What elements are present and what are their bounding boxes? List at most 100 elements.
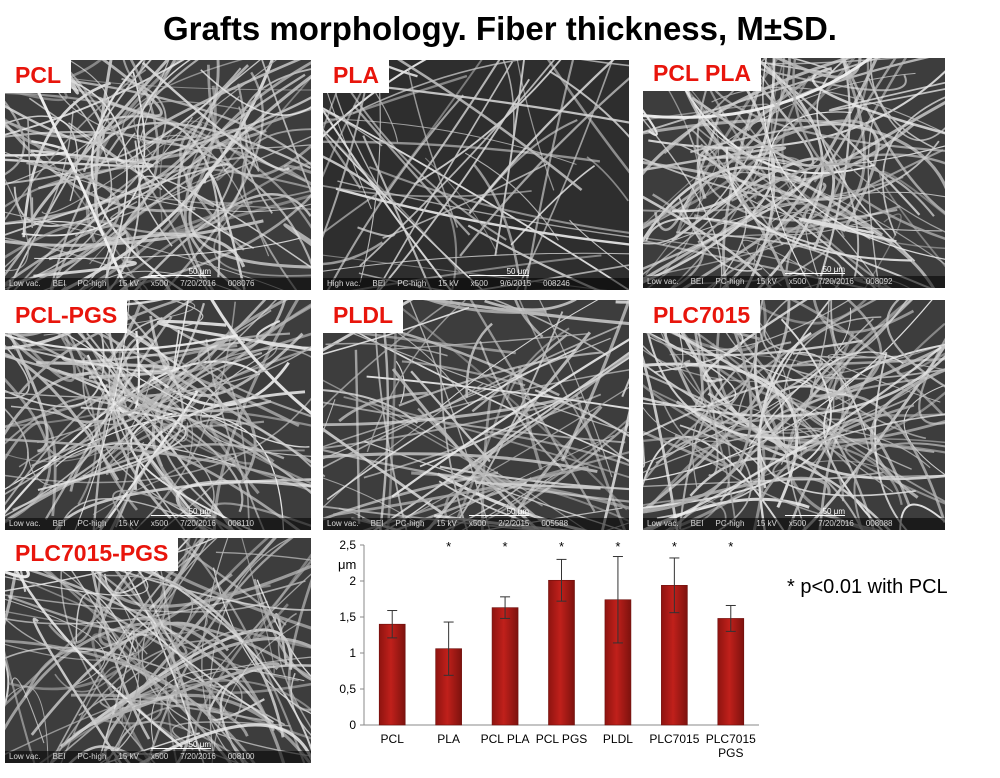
bar-pcl bbox=[378, 623, 406, 726]
scale-bar: 50 μm bbox=[785, 507, 845, 516]
x-tick-label: PCL PLA bbox=[481, 732, 530, 746]
sem-info-item: 15 kV bbox=[438, 279, 459, 288]
figure-title: Grafts morphology. Fiber thickness, M±SD… bbox=[163, 10, 837, 47]
sem-info-item: BEI bbox=[52, 752, 66, 761]
sem-info-item: PC-high bbox=[77, 279, 107, 288]
x-tick-label: PGS bbox=[718, 746, 743, 760]
sem-info-item: x500 bbox=[470, 279, 488, 288]
panel-label: PCL-PGS bbox=[5, 300, 128, 333]
bar-plc7015-pgs bbox=[717, 618, 745, 726]
sem-info-item: PC-high bbox=[395, 519, 425, 528]
significance-note: * p<0.01 with PCL bbox=[787, 576, 948, 598]
sem-info-item: 008092 bbox=[865, 277, 893, 286]
sem-info-item: Low vac. bbox=[9, 752, 41, 761]
sem-info-item: 008076 bbox=[227, 279, 255, 288]
sem-info-bar: Low vac. BEI PC-high 15 kV x500 2/2/2015 00558… bbox=[323, 518, 629, 530]
scale-bar: 50 μm bbox=[151, 740, 211, 749]
sem-info-item: 008110 bbox=[227, 519, 254, 528]
panel-label: PLDL bbox=[323, 300, 404, 333]
sem-panel-pcl-pla: PCL PLA 50 μm Low vac. BEI PC-high 15 kV x500 7… bbox=[643, 58, 945, 288]
sem-info-item: Low vac. bbox=[9, 519, 41, 528]
sem-info-item: Low vac. bbox=[647, 519, 679, 528]
sem-info-item: x500 bbox=[468, 519, 487, 528]
panel-label: PLC7015-PGS bbox=[5, 538, 179, 571]
sem-info-item: 008246 bbox=[543, 279, 570, 288]
fiber-image bbox=[5, 300, 311, 530]
sem-info-bar: Low vac. BEI PC-high 15 kV x500 7/20/2016 0080… bbox=[5, 278, 311, 290]
x-tick-label: PCL bbox=[381, 732, 405, 746]
sem-info-item: Low vac. bbox=[9, 279, 41, 288]
x-tick-label: PLDL bbox=[603, 732, 633, 746]
sem-info-item: x500 bbox=[150, 519, 169, 528]
sem-info-item: BEI bbox=[52, 279, 66, 288]
sem-info-bar: High vac. BEI PC-high 15 kV x500 9/6/2015 0082… bbox=[323, 278, 629, 290]
bar-pcl-pgs bbox=[548, 579, 575, 726]
fiber-image bbox=[643, 58, 945, 288]
sem-info-item: 7/20/2016 bbox=[818, 519, 854, 528]
x-tick-label: PCL PGS bbox=[536, 732, 588, 746]
fiber-image bbox=[5, 60, 311, 290]
sem-panel-pldl: PLDL 50 μm Low vac. BEI PC-high 15 kV x500 2/2/… bbox=[323, 300, 629, 530]
fiber-image bbox=[643, 300, 945, 530]
sem-info-item: PC-high bbox=[715, 277, 745, 286]
sem-info-item: 15 kV bbox=[118, 752, 139, 761]
y-tick-label: 1 bbox=[349, 646, 356, 660]
sem-info-item: 15 kV bbox=[118, 279, 139, 288]
x-tick-label: PLC7015 bbox=[706, 732, 756, 746]
scale-bar: 50 μm bbox=[785, 265, 845, 274]
sem-info-item: 7/20/2016 bbox=[818, 277, 854, 286]
panel-label: PCL bbox=[5, 60, 71, 93]
sem-info-item: 2/2/2015 bbox=[498, 519, 530, 528]
significance-marker: * bbox=[672, 539, 677, 554]
significance-marker: * bbox=[728, 539, 733, 554]
significance-marker: * bbox=[503, 539, 508, 554]
sem-info-item: High vac. bbox=[327, 279, 361, 288]
sem-info-bar: Low vac. BEI PC-high 15 kV x500 7/20/2016 0080… bbox=[643, 276, 945, 288]
sem-info-item: PC-high bbox=[77, 752, 107, 761]
panel-label: PCL PLA bbox=[643, 58, 761, 91]
sem-info-item: BEI bbox=[690, 277, 704, 286]
sem-info-bar: Low vac. BEI PC-high 15 kV x500 7/20/2016 0081… bbox=[5, 518, 311, 530]
scale-bar: 50 μm bbox=[469, 507, 529, 516]
sem-info-item: PC-high bbox=[715, 519, 745, 528]
sem-panel-pcl-pgs: PCL-PGS 50 μm Low vac. BEI PC-high 15 kV x500 7… bbox=[5, 300, 311, 530]
sem-info-item: Low vac. bbox=[647, 277, 679, 286]
panel-label: PLA bbox=[323, 60, 389, 93]
sem-info-item: 005588 bbox=[541, 519, 569, 528]
bar-pcl-pla bbox=[491, 607, 519, 726]
sem-info-item: 008100 bbox=[227, 752, 255, 761]
sem-info-item: x500 bbox=[788, 277, 807, 286]
sem-info-item: BEI bbox=[690, 519, 704, 528]
scale-bar: 50 μm bbox=[469, 267, 529, 276]
significance-marker: * bbox=[559, 539, 564, 554]
sem-panel-plc7015-pgs: PLC7015-PGS 50 μm Low vac. BEI PC-high 15 kV x… bbox=[5, 538, 311, 763]
sem-info-item: 7/20/2016 bbox=[180, 752, 216, 761]
x-tick-label: PLC7015 bbox=[649, 732, 699, 746]
sem-info-item: 15 kV bbox=[118, 519, 139, 528]
sem-info-item: BEI bbox=[52, 519, 66, 528]
y-tick-label: 1,5 bbox=[339, 610, 356, 624]
sem-info-item: x500 bbox=[150, 752, 169, 761]
sem-info-item: 9/6/2015 bbox=[500, 279, 532, 288]
sem-info-bar: Low vac. BEI PC-high 15 kV x500 7/20/2016 0080… bbox=[643, 518, 945, 530]
sem-info-item: 15 kV bbox=[756, 519, 777, 528]
fiber-image bbox=[5, 538, 311, 763]
sem-panel-pcl: PCL 50 μm Low vac. BEI PC-high 15 kV x500 7/20/… bbox=[5, 60, 311, 290]
fiber-image bbox=[323, 60, 629, 290]
scale-bar: 50 μm bbox=[151, 507, 211, 516]
significance-marker: * bbox=[446, 539, 451, 554]
sem-info-bar: Low vac. BEI PC-high 15 kV x500 7/20/2016 0081… bbox=[5, 751, 311, 763]
sem-info-item: 15 kV bbox=[756, 277, 777, 286]
fiber-thickness-chart: 0 0,5 1 1,5 2 2,5 μm PCL * PLA * PCL PLA * PCL PGS * PL… bbox=[338, 538, 759, 760]
y-tick-label: 2 bbox=[349, 574, 356, 588]
sem-info-item: BEI bbox=[372, 279, 386, 288]
y-axis-label: μm bbox=[338, 557, 356, 572]
sem-info-item: Low vac. bbox=[327, 519, 359, 528]
sem-info-item: 15 kV bbox=[436, 519, 457, 528]
sem-info-item: x500 bbox=[150, 279, 169, 288]
scale-bar: 50 μm bbox=[151, 267, 211, 276]
y-tick-label: 0 bbox=[349, 718, 356, 732]
significance-marker: * bbox=[615, 539, 620, 554]
sem-panel-pla: PLA 50 μm High vac. BEI PC-high 15 kV x500 9/6/… bbox=[323, 60, 629, 290]
y-tick-label: 2,5 bbox=[339, 538, 356, 552]
